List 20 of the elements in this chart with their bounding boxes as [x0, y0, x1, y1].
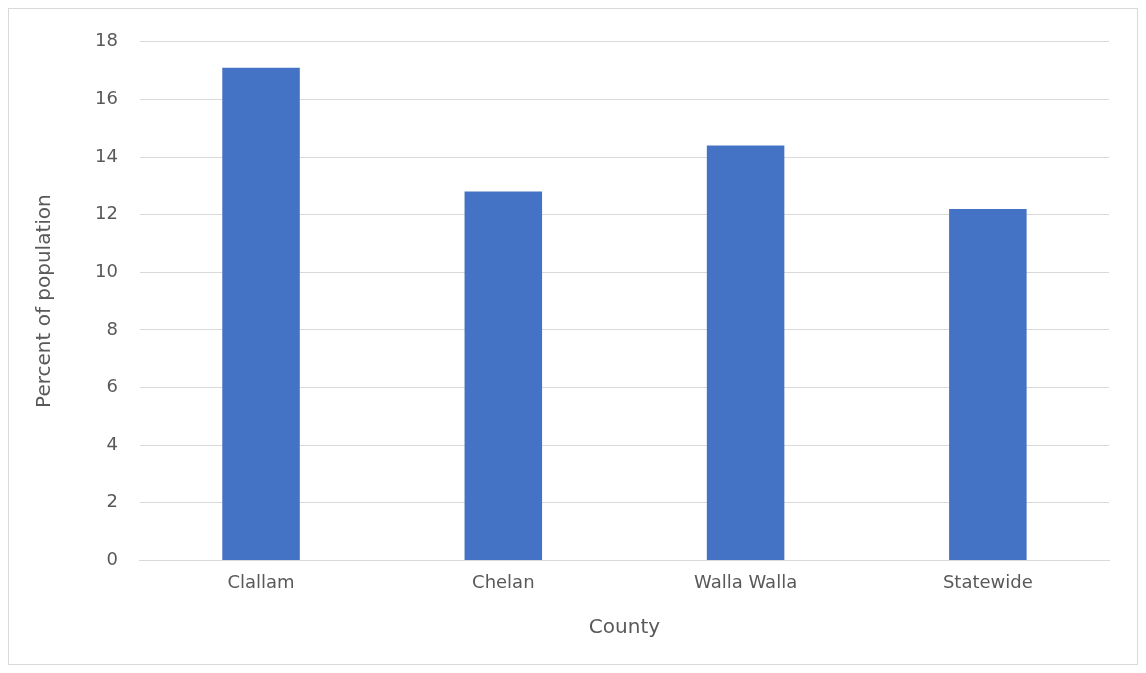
y-tick-label: 10	[95, 259, 118, 281]
y-tick-label: 12	[95, 202, 118, 224]
x-tick-label: Clallam	[227, 570, 295, 592]
y-tick-label: 4	[106, 432, 118, 454]
y-axis-title: Percent of population	[31, 194, 56, 408]
bar	[706, 145, 785, 560]
y-tick-label: 8	[106, 317, 118, 339]
x-tick-label: Walla Walla	[694, 570, 798, 592]
bar	[222, 67, 300, 560]
y-tick-label: 16	[95, 87, 118, 109]
y-tick-label: 6	[106, 375, 118, 397]
y-tick-label: 18	[95, 29, 118, 51]
x-tick-label: Statewide	[942, 570, 1033, 592]
y-tick-label: 14	[95, 144, 118, 166]
x-tick-label: Chelan	[472, 570, 535, 592]
y-tick-label: 2	[106, 490, 118, 512]
x-axis-title: County	[588, 614, 661, 639]
bar	[464, 191, 543, 560]
bar	[949, 208, 1027, 560]
y-tick-label: 0	[106, 548, 118, 570]
